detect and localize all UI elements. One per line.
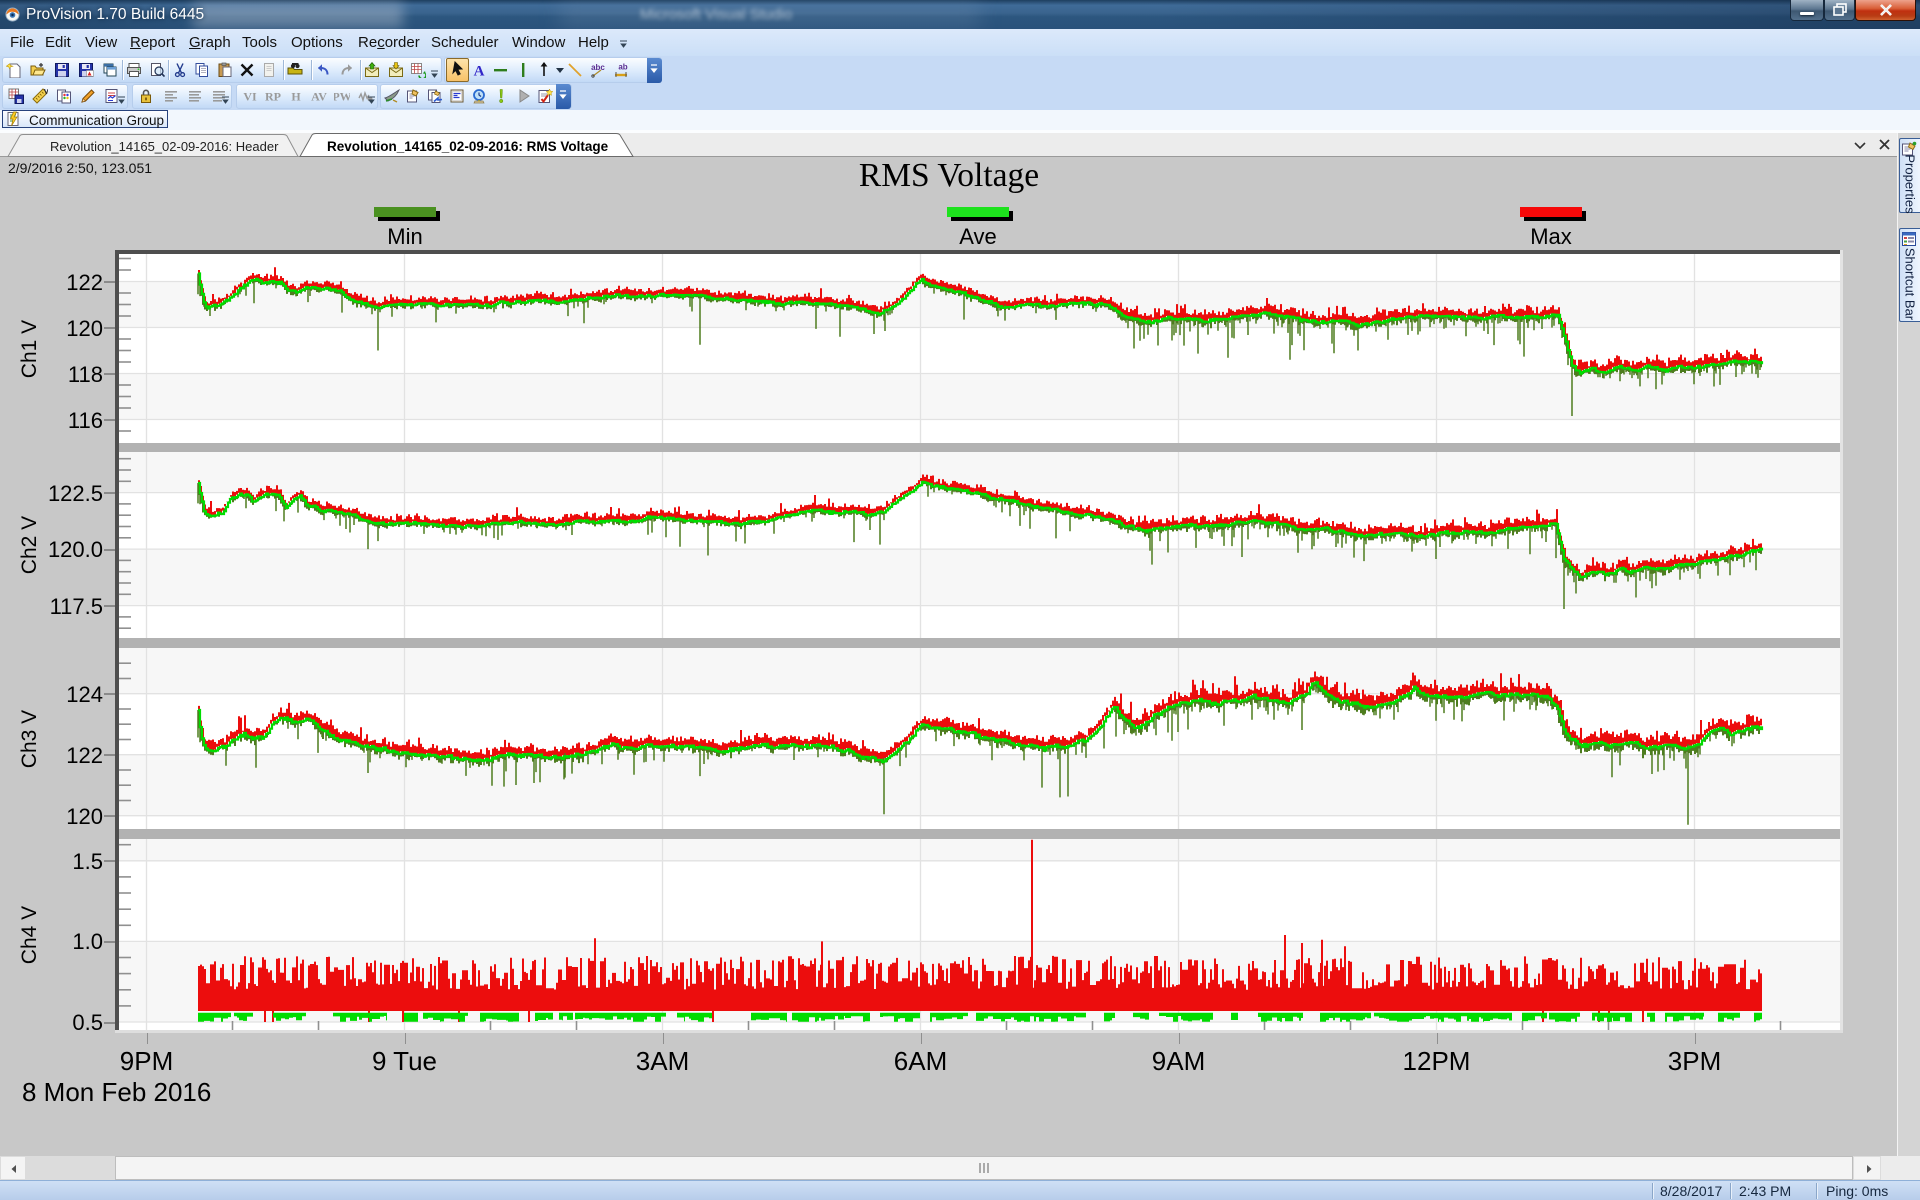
svg-text:VI: VI [243, 90, 257, 104]
svg-text:A: A [474, 64, 485, 79]
svg-text:AV: AV [311, 90, 327, 104]
svg-text:PW: PW [334, 90, 350, 104]
svg-text:abc: abc [591, 63, 605, 72]
svg-text:ab: ab [618, 63, 627, 72]
svg-text:RP: RP [265, 90, 281, 104]
svg-text:V: V [44, 89, 48, 96]
svg-text:H: H [291, 90, 301, 104]
